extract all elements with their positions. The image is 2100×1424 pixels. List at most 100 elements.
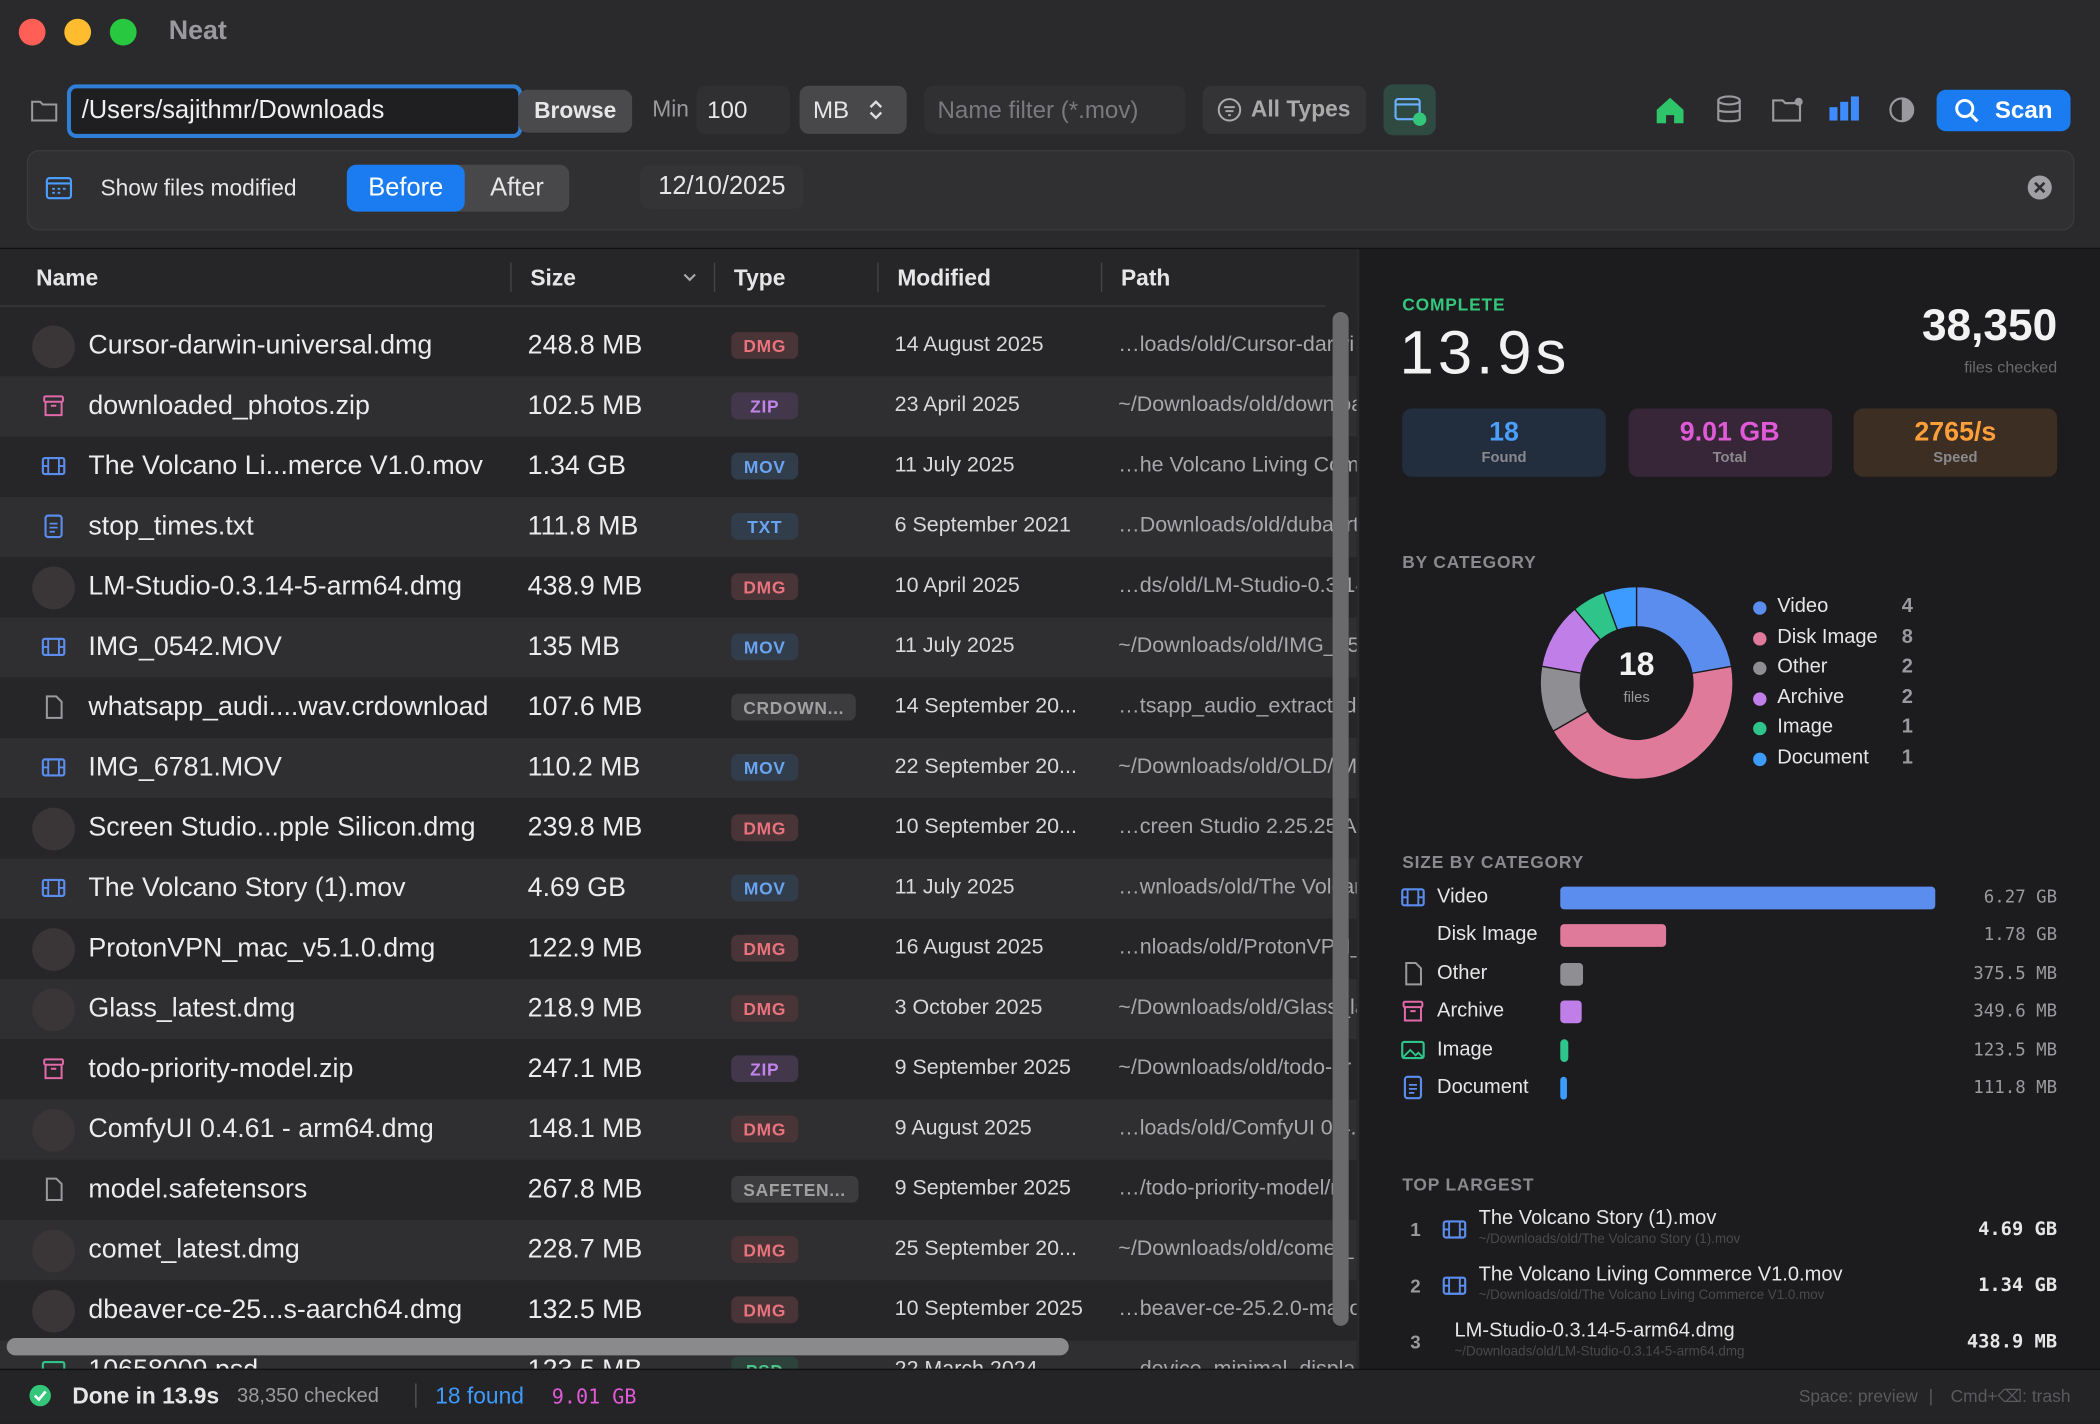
file-modified: 11 July 2025 <box>894 454 1015 477</box>
folder-badge-icon[interactable] <box>1771 94 1806 126</box>
path-input[interactable]: /Users/sajithmr/Downloads <box>66 84 523 138</box>
file-icon <box>41 878 66 898</box>
column-separator <box>713 262 716 292</box>
size-category-name: Archive <box>1437 999 1505 1023</box>
close-button[interactable] <box>18 18 46 46</box>
file-row[interactable]: downloaded_photos.zip 102.5 MB ZIP 23 April… <box>0 376 1357 437</box>
database-icon[interactable] <box>1714 94 1743 126</box>
file-path: ~/Downloads/old/IMG_05 <box>1118 634 1357 658</box>
file-icon <box>41 637 66 656</box>
category-donut: 18 files <box>1539 585 1734 781</box>
file-modified: 22 September 20... <box>894 755 1077 779</box>
zoom-button[interactable] <box>109 18 137 46</box>
minimize-button[interactable] <box>64 18 92 46</box>
date-filter-bar <box>26 150 2075 231</box>
file-row[interactable]: The Volcano Story (1).mov 4.69 GB MOV 11 Ju… <box>0 858 1357 919</box>
file-icon <box>32 988 76 1032</box>
browse-button[interactable]: Browse <box>518 89 633 133</box>
file-path: …tsapp_audio_extracted. <box>1118 695 1357 718</box>
clear-date-button[interactable] <box>2026 174 2053 201</box>
legend-dot <box>1753 721 1767 736</box>
top-name[interactable]: The Volcano Story (1).mov <box>1478 1206 1717 1230</box>
type-filter-label: All Types <box>1250 96 1351 122</box>
file-row[interactable]: LM-Studio-0.3.14-5-arm64.dmg 438.9 MB DMG 1… <box>0 557 1357 618</box>
file-modified: 22 March 2024 <box>895 1358 1038 1369</box>
search-icon <box>1955 98 1980 122</box>
horizontal-scrollbar[interactable] <box>6 1337 1069 1356</box>
home-icon[interactable] <box>1653 94 1688 126</box>
top-name[interactable]: LM-Studio-0.3.14-5-arm64.dmg <box>1454 1319 1735 1342</box>
file-row[interactable]: IMG_0542.MOV 135 MB MOV 11 July 2025 ~/Downl… <box>0 617 1357 678</box>
type-badge: MOV <box>731 874 799 902</box>
browse-label: Browse <box>534 97 617 124</box>
type-badge: ZIP <box>731 392 799 420</box>
file-icon <box>1401 888 1425 907</box>
column-header[interactable]: Path <box>1120 265 1171 291</box>
status-bar <box>0 1368 2100 1424</box>
file-size: 148.1 MB <box>527 1114 643 1144</box>
file-row[interactable]: dbeaver-ce-25...s-aarch64.dmg 132.5 MB DMG… <box>0 1280 1357 1341</box>
file-icon <box>43 395 64 417</box>
file-row[interactable]: model.safetensors 267.8 MB SAFETEN... 9 Sep… <box>0 1159 1357 1221</box>
divider <box>0 247 2100 250</box>
size-label: 123.5 MB <box>1973 1040 2058 1061</box>
type-badge: DMG <box>731 573 799 601</box>
status-done: Done in 13.9s <box>72 1383 220 1409</box>
file-row[interactable]: ProtonVPN_mac_v5.1.0.dmg 122.9 MB DMG 16 Au… <box>0 918 1357 980</box>
file-row[interactable]: ComfyUI 0.4.61 - arm64.dmg 148.1 MB DMG 9 A… <box>0 1099 1357 1160</box>
date-filter-toggle[interactable] <box>1383 84 1436 136</box>
column-header[interactable]: Type <box>733 265 786 291</box>
file-path: ~/Downloads/old/comet_ <box>1118 1237 1354 1261</box>
file-row[interactable]: comet_latest.dmg 228.7 MB DMG 25 September … <box>0 1220 1357 1281</box>
type-badge: DMG <box>731 1296 799 1324</box>
file-row[interactable]: stop_times.txt 111.8 MB TXT 6 September 202… <box>0 496 1357 558</box>
vertical-scrollbar[interactable] <box>1332 312 1349 1326</box>
hint-trash: Cmd+⌫: trash <box>1950 1386 2071 1407</box>
file-path: …loads/old/ComfyUI 0.4.6 <box>1118 1116 1357 1140</box>
legend-count: 8 <box>1901 624 1913 648</box>
file-modified: 9 September 2025 <box>894 1177 1071 1201</box>
appearance-icon[interactable] <box>1886 94 1918 126</box>
after-segment[interactable]: After <box>465 165 569 212</box>
name-filter-input[interactable]: Name filter (*.mov) <box>924 85 1186 134</box>
hint-preview: Space: preview <box>1798 1386 1918 1407</box>
top-name[interactable]: The Volcano Living Commerce V1.0.mov <box>1478 1262 1843 1286</box>
file-icon <box>44 514 63 539</box>
file-name: comet_latest.dmg <box>88 1234 300 1265</box>
scan-button[interactable]: Scan <box>1936 89 2071 132</box>
file-row[interactable]: todo-priority-model.zip 247.1 MB ZIP 9 Sept… <box>0 1039 1357 1100</box>
file-icon <box>1405 961 1422 986</box>
file-row[interactable]: Glass_latest.dmg 218.9 MB DMG 3 October 202… <box>0 979 1357 1040</box>
unit-select[interactable]: MB <box>799 85 907 134</box>
file-row[interactable]: Screen Studio...pple Silicon.dmg 239.8 MB… <box>0 798 1357 859</box>
column-header[interactable]: Modified <box>897 265 991 291</box>
file-size: 248.8 MB <box>527 330 643 361</box>
before-segment[interactable]: Before <box>346 164 465 212</box>
date-input[interactable]: 12/10/2025 <box>640 164 804 209</box>
file-modified: 11 July 2025 <box>894 634 1015 658</box>
file-icon <box>32 928 76 971</box>
file-row[interactable]: The Volcano Li...merce V1.0.mov 1.34 GB MO… <box>0 436 1357 497</box>
folder-icon <box>31 100 58 122</box>
file-path: …nloads/old/ProtonVPN_ <box>1118 936 1357 959</box>
file-name: stop_times.txt <box>88 511 254 542</box>
size-bar <box>1560 886 1936 910</box>
file-modified: 10 September 2025 <box>894 1297 1083 1321</box>
top-size: 4.69 GB <box>1978 1218 2058 1241</box>
file-size: 110.2 MB <box>527 752 641 783</box>
min-value: 100 <box>707 95 748 123</box>
chart-icon[interactable] <box>1827 94 1862 126</box>
top-rank: 1 <box>1410 1218 1421 1241</box>
min-input[interactable]: 100 <box>696 85 791 134</box>
file-row[interactable]: whatsapp_audi....wav.crdownload 107.6 MB C… <box>0 677 1357 738</box>
file-row[interactable]: IMG_6781.MOV 110.2 MB MOV 22 September 20..… <box>0 737 1357 799</box>
legend-name: Other <box>1777 654 1828 678</box>
file-row[interactable]: Cursor-darwin-universal.dmg 248.8 MB DMG 14… <box>0 316 1357 377</box>
column-header[interactable]: Size <box>530 265 576 291</box>
file-path: …beaver-ce-25.2.0-macos <box>1118 1297 1357 1321</box>
type-filter[interactable]: All Types <box>1202 85 1367 134</box>
column-header[interactable]: Name <box>36 265 99 291</box>
file-modified: 10 September 20... <box>894 815 1077 839</box>
file-modified: 14 September 20... <box>894 695 1077 718</box>
file-icon <box>45 1177 63 1202</box>
